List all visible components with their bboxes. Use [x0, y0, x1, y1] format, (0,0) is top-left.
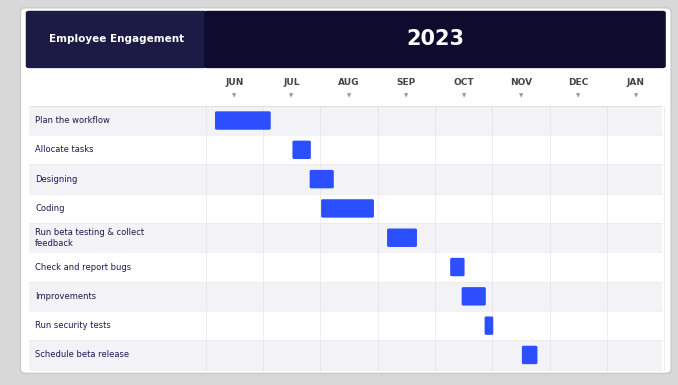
Text: Coding: Coding — [35, 204, 65, 213]
Bar — [29, 253, 662, 282]
FancyBboxPatch shape — [321, 199, 374, 218]
Bar — [29, 311, 662, 340]
Text: Employee Engagement: Employee Engagement — [49, 35, 184, 44]
Text: Allocate tasks: Allocate tasks — [35, 145, 94, 154]
Text: Check and report bugs: Check and report bugs — [35, 263, 132, 271]
Bar — [29, 223, 662, 253]
Text: ▼: ▼ — [290, 94, 294, 99]
Text: Run beta testing & collect
feedback: Run beta testing & collect feedback — [35, 228, 144, 248]
Text: NOV: NOV — [510, 77, 532, 87]
Text: JUN: JUN — [225, 77, 243, 87]
Text: JAN: JAN — [626, 77, 645, 87]
Text: OCT: OCT — [454, 77, 474, 87]
Text: ▼: ▼ — [347, 94, 351, 99]
Bar — [29, 340, 662, 370]
Text: Plan the workflow: Plan the workflow — [35, 116, 110, 125]
Text: JUL: JUL — [283, 77, 300, 87]
Text: ▼: ▼ — [232, 94, 237, 99]
Bar — [29, 135, 662, 164]
Text: ▼: ▼ — [576, 94, 580, 99]
FancyBboxPatch shape — [292, 141, 311, 159]
Text: Designing: Designing — [35, 175, 77, 184]
Bar — [29, 164, 662, 194]
Text: Improvements: Improvements — [35, 292, 96, 301]
FancyBboxPatch shape — [387, 229, 417, 247]
FancyBboxPatch shape — [204, 11, 666, 68]
Text: 2023: 2023 — [406, 30, 464, 49]
Text: ▼: ▼ — [519, 94, 523, 99]
Text: ▼: ▼ — [634, 94, 638, 99]
FancyBboxPatch shape — [450, 258, 464, 276]
FancyBboxPatch shape — [310, 170, 334, 188]
FancyBboxPatch shape — [215, 111, 271, 130]
Text: SEP: SEP — [397, 77, 416, 87]
FancyBboxPatch shape — [485, 316, 494, 335]
Text: AUG: AUG — [338, 77, 360, 87]
Text: Run security tests: Run security tests — [35, 321, 111, 330]
Bar — [29, 282, 662, 311]
FancyBboxPatch shape — [522, 346, 538, 364]
FancyBboxPatch shape — [462, 287, 486, 306]
Bar — [29, 106, 662, 135]
Text: DEC: DEC — [568, 77, 589, 87]
FancyBboxPatch shape — [26, 11, 207, 68]
Text: Schedule beta release: Schedule beta release — [35, 350, 129, 360]
Bar — [29, 194, 662, 223]
Text: ▼: ▼ — [404, 94, 408, 99]
Text: ▼: ▼ — [462, 94, 466, 99]
FancyBboxPatch shape — [20, 8, 671, 373]
